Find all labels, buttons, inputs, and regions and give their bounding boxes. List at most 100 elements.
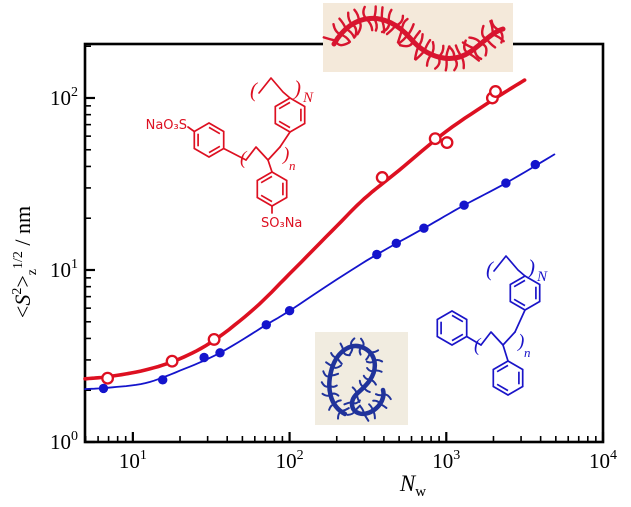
bond	[493, 255, 526, 277]
benzene-ring	[193, 122, 225, 158]
blue-brush-hair	[321, 392, 332, 397]
x-tick-label: 102	[276, 448, 304, 473]
series-1-point	[419, 223, 429, 233]
axis-ticks	[84, 45, 605, 444]
red-brush-hair	[430, 40, 435, 56]
red-label-sO3Na: SO₃Na	[261, 216, 302, 231]
bond	[279, 131, 291, 148]
red-brush-hair	[452, 56, 458, 72]
red-paren-open-mid: (	[240, 148, 248, 169]
blue-brush-hair	[375, 393, 385, 397]
red-brush-hair	[454, 44, 463, 58]
red-brush-hair	[437, 44, 445, 59]
aromatic-bond	[260, 175, 273, 184]
blue-brush-hair	[369, 349, 380, 354]
series-1-point	[459, 200, 469, 210]
red-brush-hair	[463, 39, 470, 55]
blue-brush-hair	[363, 386, 371, 393]
aromatic-bond	[278, 101, 291, 110]
blue-brush-hair	[322, 370, 332, 378]
blue-chemical-structure: ( ) N ( ) n	[436, 255, 548, 396]
red-brush-hair	[479, 42, 488, 57]
blue-paren-close-top: )	[527, 255, 535, 279]
series-1-point	[261, 320, 271, 330]
ylabel-sub: z	[25, 269, 40, 275]
red-brush-hair	[365, 17, 374, 32]
benzene-ring	[274, 97, 306, 133]
y-tick-label: 101	[50, 257, 78, 282]
red-brush-hair	[468, 36, 482, 45]
blue-brush-hair	[353, 404, 361, 412]
ylabel-close: >	[10, 275, 35, 287]
red-brush-hair	[447, 45, 456, 60]
red-label-naO3S: NaO₃S	[146, 118, 187, 133]
series-1-point	[284, 306, 295, 316]
red-subscript-n: n	[289, 158, 296, 173]
blue-brush-hair	[320, 381, 331, 388]
red-brush-backbone	[331, 15, 506, 61]
aromatic-bond	[496, 383, 509, 392]
red-paren-close-mid: )	[282, 144, 289, 165]
series-0-point	[375, 171, 389, 184]
red-brush-hair	[322, 36, 338, 42]
series-1-point	[372, 249, 382, 260]
red-brush-hair	[417, 33, 424, 48]
red-brush-hair	[411, 30, 422, 43]
series-1-point	[98, 383, 109, 394]
bond	[258, 77, 291, 99]
aromatic-bond	[513, 279, 526, 288]
red-brush-hair	[444, 57, 448, 72]
series-0-curve	[83, 78, 527, 381]
series-1-point	[215, 348, 225, 358]
series-1-point	[158, 375, 168, 385]
series-1-point	[530, 159, 540, 170]
blue-brush-hair	[330, 352, 338, 359]
red-paren-open-top: (	[250, 78, 259, 102]
red-brush-hair	[473, 47, 483, 61]
ylabel-sup: 2	[10, 288, 25, 295]
bond	[465, 335, 482, 346]
benzene-ring	[436, 310, 468, 346]
series-0-point	[207, 332, 221, 346]
y-tick-label: 102	[50, 85, 78, 110]
blue-brush-hair	[360, 337, 365, 349]
blue-brush-hair	[350, 337, 356, 348]
series-0-point	[489, 85, 502, 98]
red-brush-hair	[394, 14, 405, 27]
aromatic-bond	[513, 298, 526, 307]
series-0-point	[428, 132, 442, 146]
benzene-ring	[492, 360, 524, 396]
blue-paren-close-mid: )	[517, 331, 524, 352]
blue-brush-hair	[351, 399, 361, 405]
blue-bottlebrush-cartoon	[315, 332, 408, 425]
x-tick-label: 104	[589, 448, 617, 473]
red-brush-hair	[338, 17, 348, 31]
blue-brush-hair	[339, 342, 345, 352]
ylabel-exp: 1/2	[11, 251, 26, 269]
ylabel-open: <	[10, 306, 35, 318]
aromatic-bond	[208, 126, 221, 135]
x-tick-label: 103	[432, 448, 460, 473]
red-chemical-structure: NaO₃S SO₃Na ( ) N ( ) n	[146, 76, 314, 231]
red-brush-hair	[346, 11, 354, 26]
bond	[502, 344, 509, 362]
blue-brush-hair	[368, 403, 375, 412]
bond	[245, 146, 281, 161]
red-brush-hair	[334, 39, 351, 47]
bond	[267, 159, 273, 173]
aromatic-bond	[208, 145, 221, 154]
ylabel-var: S	[10, 295, 35, 306]
series-1-point	[391, 238, 401, 248]
red-brush-hair	[406, 23, 415, 37]
blue-brush-hair	[359, 405, 365, 415]
series-0-point	[165, 354, 179, 368]
aromatic-bond	[451, 333, 464, 342]
series-1-point	[199, 352, 209, 363]
series-1-point	[501, 178, 511, 188]
x-axis-title: Nw	[399, 471, 426, 500]
red-paren-close-top: )	[293, 76, 301, 100]
red-brush-hair	[372, 17, 378, 32]
data-series	[83, 78, 556, 394]
bond	[222, 147, 247, 161]
